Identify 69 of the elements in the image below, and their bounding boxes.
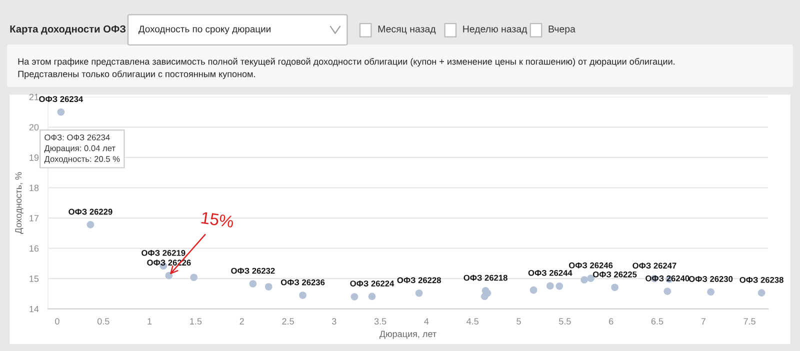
point [350,293,358,300]
x-tick-label: 1.5 [190,318,202,325]
data-label: ОФЗ 26218 [464,274,508,281]
chart-subtitle: Доходность по сроку дюрации [138,26,270,34]
x-tick-label: 2 [240,318,244,324]
point [611,284,618,292]
y-tick-label: 17 [30,215,39,222]
y-tick-label: 19 [30,154,39,161]
y-tick-label: 14 [30,306,39,312]
x-tick-label: 1 [148,318,152,324]
x-tick-label: 5 [516,318,521,325]
text: Вчера [548,26,576,34]
y-tick-label: 20 [29,124,39,131]
text: На этом графике представлена зависимость полной текущей годовой доходности облигации (купон + изменение цены к погашению) от дюрации облигации. Представлены только облигации с постоянным купоном. [18,58,674,79]
point [190,274,198,282]
point [707,288,714,296]
x-tick-label: 6.5 [651,318,664,325]
point [86,221,94,228]
data-label: ОФЗ 26230 [688,276,733,282]
x-tick-label: 5.5 [559,318,571,325]
data-label: ОФЗ 26232 [231,268,275,274]
point [415,289,423,297]
x-tick-label: 7 [701,318,706,324]
y-tick-label: 18 [30,184,39,192]
data-label: ОФЗ 26224 [350,280,394,286]
x-tick-label: 4.5 [466,318,479,325]
data-label: ОФЗ 26247 [632,262,676,269]
point [249,280,257,288]
point [299,292,306,299]
point [368,292,376,300]
text: Месяц назад [378,26,436,34]
x-tick-label: 0 [55,318,60,325]
data-label: ОФЗ 26219 [142,250,186,256]
point [758,289,766,296]
data-label: ОФЗ 26236 [280,279,325,286]
x-tick-label: 2.5 [282,318,294,325]
data-label: ОФЗ 26229 [68,208,112,215]
x-tick-label: 3.5 [374,318,386,325]
point [580,276,588,284]
x-tick-label: 4 [424,318,429,324]
point [264,283,272,290]
y-tick-label: 16 [30,245,39,252]
point [556,282,564,290]
text: Неделю назад [463,26,528,34]
data-label: ОФЗ 26228 [397,277,441,284]
x-tick-label: 7.5 [744,318,756,325]
data-label: ОФЗ 26246 [568,262,613,268]
x-axis-title: Дюрация, лет [379,330,436,339]
data-label: ОФЗ 26244 [528,270,572,276]
point [546,282,554,290]
annotation: ОФЗ: ОФЗ 26234 Дюрация: 0.04 лет Доходность: 20.5 % [44,134,120,164]
y-axis-title: Доходность, % [15,172,24,234]
point [664,288,672,295]
point [587,274,594,282]
x-tick-label: 3 [332,318,336,325]
point [165,272,173,280]
data-label: ОФЗ 26234 [39,96,84,102]
x-tick-label: 6 [609,318,614,325]
point [480,292,488,300]
x-tick-label: 0.5 [97,318,110,325]
chart-title: Карта доходности ОФЗ [10,25,126,35]
y-tick-label: 15 [30,276,39,282]
point [530,286,538,294]
data-label: ОФЗ 26240 [646,275,690,282]
data-label: ОФЗ 26225 [592,271,637,278]
annotation: 15% [201,212,234,228]
data-label: ОФЗ 26238 [740,276,784,283]
y-tick-label: 21 [29,94,39,100]
point [57,108,65,116]
